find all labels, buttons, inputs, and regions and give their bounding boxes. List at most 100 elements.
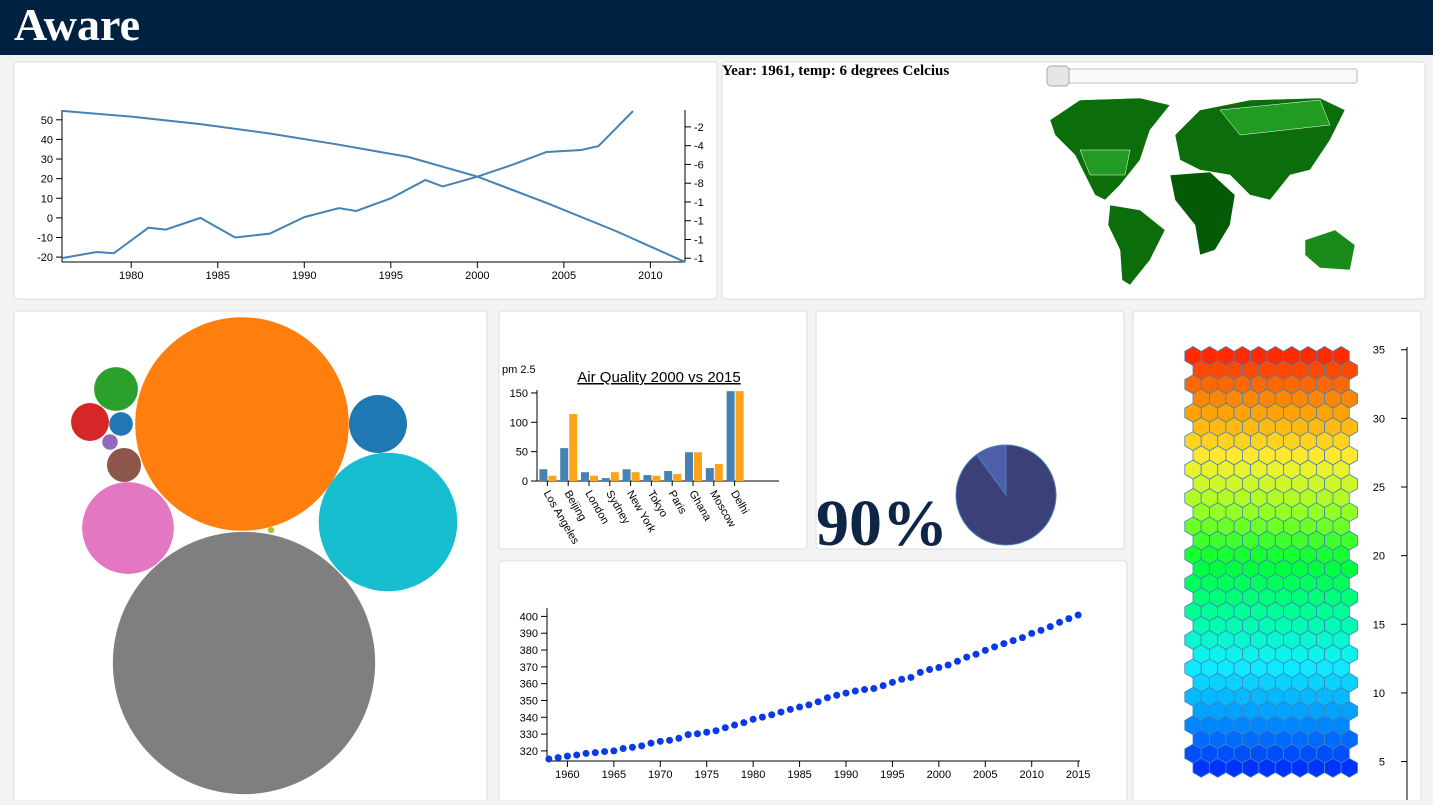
point <box>610 747 618 755</box>
point <box>879 682 887 690</box>
point <box>1018 634 1026 642</box>
bubble <box>102 434 118 450</box>
headline-value: 90% <box>816 487 948 560</box>
y-tick-label: 400 <box>520 611 538 623</box>
y-tick-label: 320 <box>520 746 538 758</box>
bar <box>539 469 548 481</box>
x-tick-label: 1985 <box>206 270 230 282</box>
world-map <box>1049 97 1356 286</box>
bubble <box>135 317 349 531</box>
bar <box>726 391 735 481</box>
point <box>601 748 609 756</box>
point <box>684 731 692 739</box>
continent <box>1169 171 1236 256</box>
point <box>749 715 757 723</box>
point <box>656 737 664 745</box>
bar <box>548 475 557 481</box>
bar <box>705 468 714 481</box>
x-tick-label: 1980 <box>119 270 143 282</box>
y-tick-label: 10 <box>41 193 53 205</box>
point <box>731 721 739 729</box>
point <box>638 742 646 750</box>
point <box>907 673 915 681</box>
point <box>563 752 571 760</box>
y-tick-label: 350 <box>520 695 538 707</box>
y-tick-label: 25 <box>1373 482 1385 494</box>
y-tick-label: 370 <box>520 662 538 674</box>
point <box>953 657 961 665</box>
y-tick-label: 35 <box>1373 345 1385 357</box>
y-tick-label: 10 <box>1373 688 1385 700</box>
y-tick-label: 40 <box>41 134 53 146</box>
point <box>823 694 831 702</box>
x-tick-label: 1965 <box>602 769 626 781</box>
x-tick-label: 1995 <box>379 270 403 282</box>
point <box>833 691 841 699</box>
x-tick-label: 1985 <box>787 769 811 781</box>
y-axis-label: pm 2.5 <box>502 364 536 376</box>
bar <box>685 452 693 481</box>
point <box>628 743 636 751</box>
y-tick-label: 360 <box>520 679 538 691</box>
point <box>888 678 896 686</box>
point <box>916 668 924 676</box>
y-tick-label: -2 <box>694 122 704 134</box>
country <box>1219 99 1331 136</box>
bubble <box>349 395 407 453</box>
point <box>981 646 989 654</box>
year-slider-handle[interactable] <box>1046 65 1070 87</box>
x-tick-label: 2005 <box>973 769 997 781</box>
bar <box>714 463 723 481</box>
panel <box>13 61 718 300</box>
x-tick-label: 2000 <box>465 270 489 282</box>
bar <box>569 414 578 481</box>
y-tick-label: 15 <box>1373 619 1385 631</box>
bar <box>610 472 619 481</box>
continent <box>1049 97 1171 201</box>
point <box>786 705 794 713</box>
x-tick-label: 1975 <box>694 769 718 781</box>
y-tick-label: -6 <box>694 159 704 171</box>
year-slider-track[interactable] <box>1047 68 1358 84</box>
point <box>814 698 822 706</box>
bar <box>652 475 661 481</box>
bar <box>560 448 569 481</box>
bar <box>622 469 631 481</box>
continent <box>1304 229 1356 271</box>
x-tick-label: 2000 <box>927 769 951 781</box>
x-tick-label: 1980 <box>741 769 765 781</box>
y-tick-label: 0 <box>522 476 528 488</box>
point <box>693 730 701 738</box>
x-tick-label: 2010 <box>1019 769 1043 781</box>
y-tick-label: 20 <box>41 174 53 186</box>
map-caption: Year: 1961, temp: 6 degrees Celcius <box>722 63 949 79</box>
point <box>712 727 720 735</box>
bar <box>643 475 652 481</box>
point <box>1074 611 1082 619</box>
point <box>898 675 906 683</box>
point <box>675 734 683 742</box>
continent <box>1107 204 1166 286</box>
x-tick-label: 2010 <box>638 270 662 282</box>
point <box>870 685 878 693</box>
header-bar <box>0 0 1433 55</box>
bubble <box>82 482 174 574</box>
point <box>1000 640 1008 648</box>
y-tick-label: 50 <box>516 447 528 459</box>
x-tick-label: 1990 <box>292 270 316 282</box>
point <box>545 755 553 763</box>
chart-title: Air Quality 2000 vs 2015 <box>577 369 740 386</box>
y-tick-label: 0 <box>47 213 53 225</box>
point <box>1046 623 1054 631</box>
y-tick-label: 340 <box>520 712 538 724</box>
bubble <box>112 531 376 795</box>
point <box>935 664 943 672</box>
panel <box>498 310 808 550</box>
y-tick-label: 30 <box>1373 413 1385 425</box>
y-tick-label: 30 <box>41 154 53 166</box>
point <box>1056 618 1064 626</box>
x-tick-label: 1990 <box>834 769 858 781</box>
header-title: Aware <box>14 0 140 50</box>
